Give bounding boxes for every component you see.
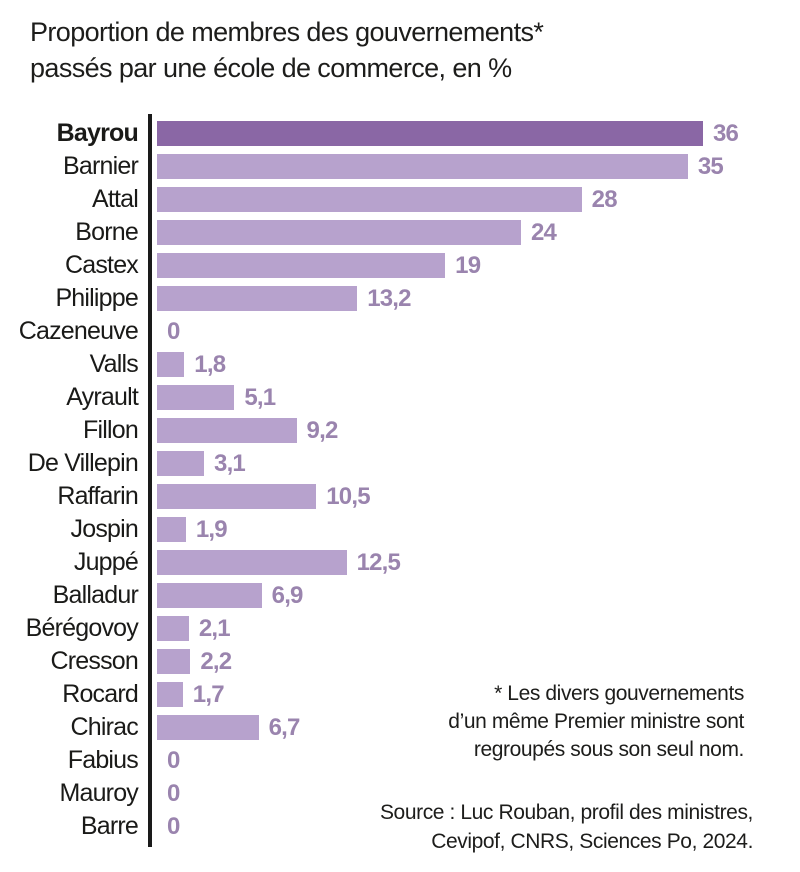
bar-row: Philippe 13,2	[10, 282, 790, 315]
footnote-line1: * Les divers gouvernements	[494, 682, 744, 705]
bar-value: 24	[531, 218, 557, 246]
bar-label: Castex	[64, 251, 139, 279]
bar-value: 0	[167, 779, 180, 807]
bar-value: 6,9	[271, 581, 304, 609]
bar-value: 0	[167, 746, 180, 774]
chart-title-line2: passés par une école de commerce, en %	[30, 53, 512, 83]
bar-row: Attal 28	[10, 183, 790, 216]
bar-value: 0	[167, 317, 180, 345]
bar-label: Rocard	[62, 680, 139, 708]
bar-label: Jospin	[70, 515, 139, 543]
bar	[157, 616, 189, 641]
bar-row: Mauroy 0	[10, 777, 790, 810]
bar-chart: Bayrou 36 Barnier 35 Attal 28 Borne 24 Castex 19 P…	[10, 114, 790, 847]
bar-label: Chirac	[70, 713, 139, 741]
footnote: * Les divers gouvernements d’un même Pre…	[448, 680, 744, 764]
bar	[157, 154, 688, 179]
bar-value: 3,1	[214, 449, 246, 477]
bar	[157, 385, 235, 410]
bar-row: Juppé 12,5	[10, 546, 790, 579]
bar-value: 0	[167, 812, 180, 840]
bar	[157, 253, 446, 278]
bar-value: 9,2	[306, 416, 339, 444]
bar	[157, 121, 703, 146]
bar-row: Fabius 0	[10, 744, 790, 777]
bar-row: Fillon 9,2	[10, 414, 790, 447]
bar-row: Bérégovoy 2,1	[10, 612, 790, 645]
bar-label: Bayrou	[56, 119, 139, 147]
bar-label: Barre	[80, 812, 139, 840]
bar-row: Ayrault 5,1	[10, 381, 790, 414]
bar-value: 2,1	[198, 614, 231, 642]
bar-value: 12,5	[356, 548, 401, 576]
bar	[157, 187, 582, 212]
bar-value: 1,8	[194, 350, 226, 378]
bar-label: Fabius	[67, 746, 139, 774]
bar-value: 13,2	[367, 284, 411, 312]
bar-label: Bérégovoy	[25, 614, 139, 642]
bar-label: Cazeneuve	[18, 317, 139, 345]
chart-title-line1: Proportion de membres des gouvernements*	[30, 17, 544, 47]
bar-label: Mauroy	[59, 779, 138, 807]
bar-label: Juppé	[73, 548, 139, 576]
bar-row: Jospin 1,9	[10, 513, 790, 546]
bar-value: 1,7	[192, 680, 225, 708]
bar-row: Castex 19	[10, 249, 790, 282]
bar-label: De Villepin	[27, 449, 139, 477]
bar-row: Valls 1,8	[10, 348, 790, 381]
y-axis-line	[148, 114, 152, 847]
source-line2: Cevipof, CNRS, Sciences Po, 2024.	[431, 830, 753, 853]
bar-label: Cresson	[50, 647, 139, 675]
bar-value: 19	[455, 251, 481, 279]
bar-label: Valls	[89, 350, 139, 378]
bar-value: 10,5	[326, 482, 370, 510]
bar-value: 36	[713, 119, 739, 147]
source-credit: Source : Luc Rouban, profil des ministre…	[380, 798, 753, 856]
bar-label: Raffarin	[57, 482, 138, 510]
bar-label: Balladur	[52, 581, 139, 609]
bar-value: 28	[591, 185, 618, 213]
bar	[157, 352, 185, 377]
bar-row: De Villepin 3,1	[10, 447, 790, 480]
bar-row: Borne 24	[10, 216, 790, 249]
bar-row: Raffarin 10,5	[10, 480, 790, 513]
bar-label: Attal	[91, 185, 139, 213]
bar-label: Philippe	[55, 284, 138, 312]
bar	[157, 649, 191, 674]
bar-row: Chirac 6,7	[10, 711, 790, 744]
bar	[157, 451, 205, 476]
bar-label: Ayrault	[66, 383, 139, 411]
bar	[157, 220, 521, 245]
bar-row: Cazeneuve 0	[10, 315, 790, 348]
bar	[157, 682, 183, 707]
bar-chart-rows: Bayrou 36 Barnier 35 Attal 28 Borne 24 Castex 19 P…	[10, 117, 790, 843]
footnote-line2: d’un même Premier ministre sont	[448, 710, 744, 733]
bar-value: 1,9	[195, 515, 228, 543]
bar-row: Barnier 35	[10, 150, 790, 183]
bar	[157, 583, 262, 608]
bar-label: Barnier	[63, 152, 139, 180]
bar	[157, 550, 347, 575]
bar-label: Fillon	[83, 416, 139, 444]
bar-row: Cresson 2,2	[10, 645, 790, 678]
bar-row: Rocard 1,7	[10, 678, 790, 711]
bar-row: Bayrou 36	[10, 117, 790, 150]
bar-row: Barre 0	[10, 810, 790, 843]
bar	[157, 517, 186, 542]
bar-row: Balladur 6,9	[10, 579, 790, 612]
source-line1: Source : Luc Rouban, profil des ministre…	[379, 801, 753, 824]
chart-title: Proportion de membres des gouvernements*…	[30, 14, 544, 86]
bar-value: 35	[697, 152, 724, 180]
bar	[157, 418, 297, 443]
bar-value: 6,7	[268, 713, 301, 741]
bar-value: 5,1	[244, 383, 276, 411]
bar	[157, 715, 259, 740]
bar	[157, 286, 358, 311]
bar-label: Borne	[75, 218, 139, 246]
bar-value: 2,2	[200, 647, 232, 675]
footnote-line3: regroupés sous son seul nom.	[473, 738, 745, 761]
bar	[157, 484, 317, 509]
